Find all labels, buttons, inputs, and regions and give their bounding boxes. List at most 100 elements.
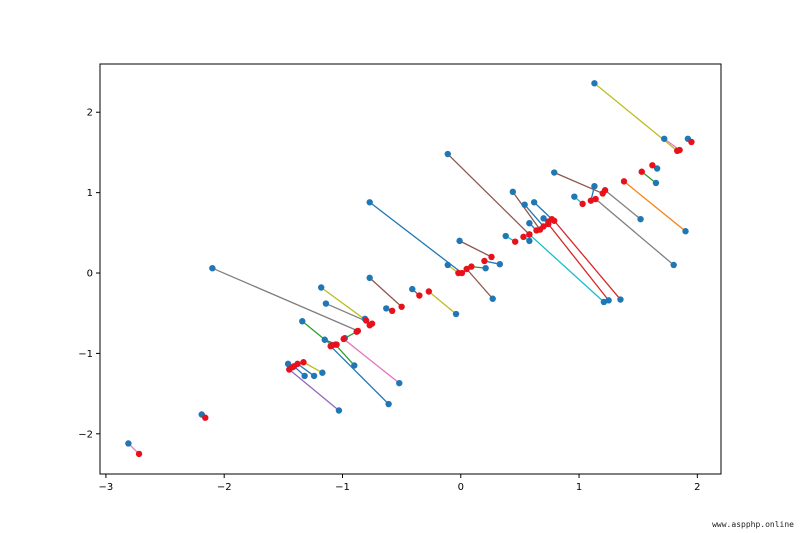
projection-line-32 — [320, 286, 367, 321]
original-point-35 — [396, 379, 403, 387]
x-axis-ticks: −3 −2 −1 0 1 2 — [99, 474, 701, 493]
y-tick-label: 0 — [87, 269, 93, 280]
projection-line-17 — [512, 191, 541, 230]
projection-line-35 — [343, 338, 400, 384]
original-point-7 — [637, 215, 644, 223]
projected-point-24 — [463, 265, 470, 273]
projected-point-30 — [398, 303, 405, 310]
original-point-5 — [682, 228, 689, 235]
projected-point-29 — [416, 292, 423, 299]
projection-line-28 — [428, 291, 457, 315]
projected-point-26 — [468, 263, 475, 270]
projected-point-5 — [620, 178, 628, 185]
projection-line-25 — [369, 201, 463, 274]
original-point-18 — [526, 219, 533, 227]
original-point-10 — [551, 169, 558, 176]
projected-point-43 — [300, 359, 307, 366]
x-tick-label: 0 — [458, 482, 464, 493]
projection-line-30 — [369, 277, 403, 308]
watermark-text: www.aspphp.online — [712, 520, 794, 529]
projection-lines — [127, 82, 692, 455]
projection-line-12 — [547, 223, 610, 301]
projection-line-7 — [604, 189, 641, 220]
y-tick-label: 1 — [87, 188, 93, 199]
projected-point-31 — [388, 307, 396, 315]
projected-point-19 — [520, 233, 527, 241]
original-point-11 — [617, 296, 624, 303]
projected-point-2 — [688, 138, 695, 146]
projected-point-20 — [526, 231, 533, 238]
projected-point-34 — [366, 322, 373, 329]
projection-line-11 — [553, 220, 621, 300]
projected-point-23 — [481, 257, 488, 265]
projection-line-20 — [447, 153, 530, 235]
x-tick-label: −1 — [335, 482, 350, 493]
original-point-8 — [591, 182, 598, 190]
original-point-32 — [317, 284, 325, 291]
original-point-4 — [653, 165, 661, 172]
projected-point-46 — [289, 363, 297, 371]
projected-point-35 — [340, 335, 347, 343]
projected-point-21 — [511, 238, 519, 245]
projected-point-16 — [545, 218, 552, 225]
original-points — [125, 80, 692, 447]
original-point-9 — [571, 193, 578, 200]
projection-line-24 — [466, 268, 494, 300]
y-tick-label: 2 — [87, 108, 93, 119]
original-point-42 — [335, 407, 343, 414]
original-point-33 — [322, 300, 330, 307]
original-point-19 — [526, 237, 533, 245]
original-point-39 — [299, 318, 306, 325]
original-point-13 — [600, 298, 608, 306]
projection-line-5 — [623, 180, 686, 232]
projected-point-9 — [579, 200, 586, 208]
original-point-45 — [301, 372, 308, 380]
projected-point-48 — [135, 450, 143, 458]
original-point-21 — [502, 232, 509, 240]
projection-line-6 — [595, 198, 675, 266]
projected-points — [135, 138, 695, 458]
original-point-29 — [409, 285, 416, 293]
original-point-26 — [482, 264, 489, 272]
projected-point-22 — [488, 253, 495, 261]
original-point-27 — [444, 261, 451, 269]
original-point-38 — [385, 400, 392, 408]
projected-point-41 — [333, 341, 340, 348]
projection-line-39 — [301, 320, 333, 346]
original-point-24 — [489, 295, 496, 302]
projection-line-10 — [553, 171, 603, 195]
original-point-43 — [319, 369, 326, 376]
original-point-31 — [383, 305, 390, 312]
projected-point-47 — [202, 414, 209, 421]
y-tick-label: −2 — [78, 429, 93, 440]
projected-point-37 — [353, 328, 360, 335]
original-point-25 — [366, 199, 373, 206]
original-point-17 — [509, 188, 517, 196]
projection-line-38 — [330, 345, 390, 405]
y-axis-ticks: −2 −1 0 1 2 — [78, 108, 100, 440]
original-point-16 — [540, 215, 547, 222]
original-point-46 — [284, 360, 292, 368]
projection-line-22 — [459, 240, 492, 258]
original-point-1 — [661, 135, 668, 142]
x-tick-label: −2 — [217, 482, 232, 493]
projected-point-8 — [587, 197, 595, 204]
projected-point-28 — [425, 288, 433, 295]
original-point-41 — [321, 336, 328, 343]
original-point-20 — [444, 150, 451, 158]
original-point-28 — [452, 310, 460, 318]
original-point-15 — [521, 201, 528, 208]
projection-line-44 — [297, 363, 315, 377]
projection-line-13 — [528, 233, 605, 303]
original-point-40 — [351, 362, 358, 369]
original-point-6 — [670, 261, 677, 269]
projection-line-42 — [288, 368, 340, 411]
original-point-36 — [209, 264, 216, 272]
projected-point-27 — [455, 269, 462, 277]
projected-point-10 — [599, 190, 606, 197]
axes-frame — [99, 63, 722, 475]
projected-point-1 — [676, 146, 683, 154]
x-tick-label: 1 — [576, 482, 582, 493]
projection-line-40 — [334, 344, 355, 366]
